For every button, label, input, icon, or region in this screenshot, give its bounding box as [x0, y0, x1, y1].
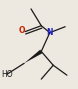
Text: HO: HO: [1, 70, 13, 79]
Polygon shape: [24, 50, 42, 63]
Text: N: N: [47, 28, 53, 37]
Text: O: O: [18, 26, 25, 35]
